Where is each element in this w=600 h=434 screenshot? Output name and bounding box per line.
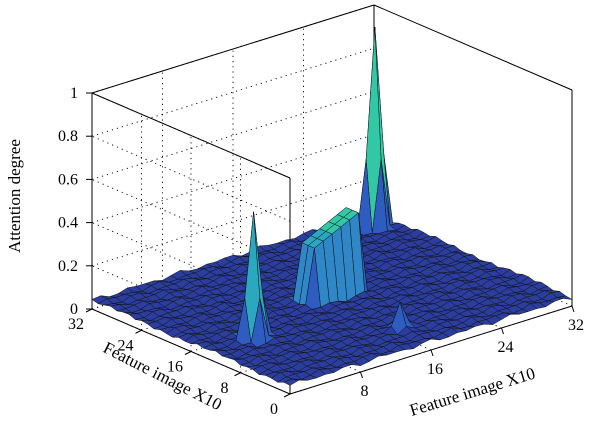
y-tick-label: 8: [221, 380, 229, 397]
surface-plot: [91, 26, 573, 386]
x-tick-label: 24: [498, 339, 514, 356]
y-tick-mark: [234, 372, 241, 377]
y-tick-label: 0: [270, 401, 278, 418]
box-edge: [91, 4, 375, 94]
y-tick-label: 32: [68, 316, 84, 333]
y-tick-mark: [283, 393, 291, 398]
axes-front-edges: [85, 92, 575, 398]
y-axis-label: Feature image X10: [100, 338, 225, 414]
z-tick-label: 0: [70, 301, 78, 318]
z-tick-label: 0.4: [58, 215, 78, 232]
surface-cell: [283, 378, 300, 386]
z-tick-label: 0.2: [58, 258, 78, 275]
x-tick-mark: [360, 371, 363, 379]
x-tick-label: 8: [361, 383, 369, 400]
y-tick-label: 16: [167, 359, 183, 376]
x-tick-mark: [501, 327, 504, 335]
z-axis-label: Attention degree: [5, 139, 24, 253]
grid-line: [91, 134, 375, 224]
y-tick-label: 24: [118, 337, 134, 354]
z-tick-label: 0.6: [58, 171, 78, 188]
x-tick-mark: [571, 305, 575, 313]
box-edge: [91, 92, 291, 179]
y-tick-mark: [135, 329, 142, 334]
x-tick-mark: [430, 349, 434, 357]
x-tick-label: 16: [427, 361, 443, 378]
z-tick-label: 1: [70, 85, 78, 102]
x-tick-label: 32: [568, 317, 584, 334]
box-edge: [373, 4, 573, 91]
y-tick-mark: [184, 351, 192, 355]
z-tick-label: 0.8: [58, 128, 78, 145]
